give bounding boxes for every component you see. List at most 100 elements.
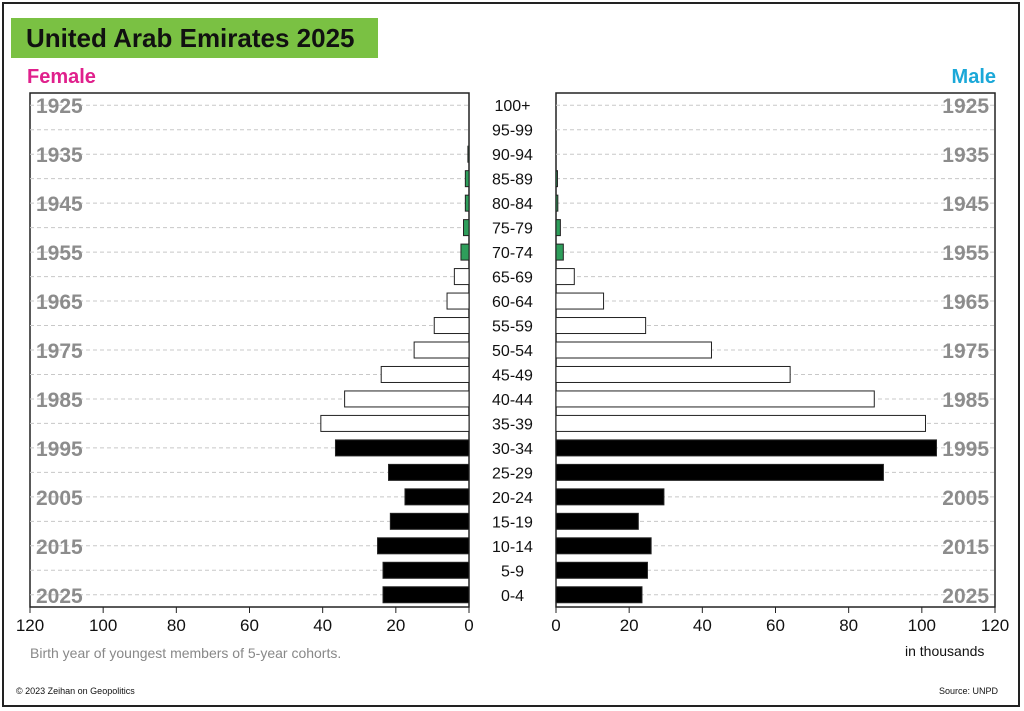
x-tick-label-right: 40 xyxy=(693,616,712,635)
x-tick-label-left: 100 xyxy=(89,616,117,635)
age-group-label: 5-9 xyxy=(501,563,524,580)
female-bar xyxy=(467,145,470,163)
x-tick-label-left: 40 xyxy=(313,616,332,635)
birth-year-label-right: 1985 xyxy=(942,389,989,412)
x-tick-label-left: 120 xyxy=(16,616,44,635)
birth-year-label-left: 1945 xyxy=(36,193,83,216)
female-bar xyxy=(382,586,470,604)
age-group-label: 25-29 xyxy=(492,465,533,482)
age-group-label: 50-54 xyxy=(492,343,533,360)
male-bar xyxy=(555,219,561,237)
birth-year-label-right: 2015 xyxy=(942,536,989,559)
male-bar xyxy=(555,317,647,335)
age-group-label: 95-99 xyxy=(492,123,533,140)
birth-year-label-right: 1965 xyxy=(942,291,989,314)
birth-year-label-right: 1955 xyxy=(942,242,989,265)
female-bar xyxy=(464,170,470,188)
age-group-label: 40-44 xyxy=(492,392,533,409)
female-bar xyxy=(453,268,470,286)
female-bar xyxy=(433,317,470,335)
copyright: © 2023 Zeihan on Geopolitics xyxy=(16,686,135,696)
birth-year-label-left: 1955 xyxy=(36,242,83,265)
female-bar xyxy=(320,414,470,432)
birth-year-label-left: 2025 xyxy=(36,585,83,608)
female-bar xyxy=(389,512,470,530)
unit-note: in thousands xyxy=(905,643,985,659)
female-bar xyxy=(413,341,470,359)
female-bar xyxy=(377,537,470,555)
male-bar xyxy=(555,439,937,457)
male-bar xyxy=(555,243,564,261)
age-group-label: 35-39 xyxy=(492,416,533,433)
birth-year-label-right: 1935 xyxy=(942,144,989,167)
birth-year-label-left: 1985 xyxy=(36,389,83,412)
male-bar xyxy=(555,268,575,286)
female-bar xyxy=(380,365,470,383)
male-bar xyxy=(555,586,643,604)
age-group-label: 85-89 xyxy=(492,172,533,189)
female-bar xyxy=(404,488,470,506)
age-group-label: 75-79 xyxy=(492,221,533,238)
male-bar xyxy=(555,537,652,555)
birth-year-label-left: 1925 xyxy=(36,95,83,118)
birth-year-label-right: 1975 xyxy=(942,340,989,363)
x-tick-label-right: 60 xyxy=(766,616,785,635)
birth-year-note: Birth year of youngest members of 5-year… xyxy=(30,645,342,661)
birth-year-label-right: 1995 xyxy=(942,438,989,461)
age-group-label: 100+ xyxy=(494,98,530,115)
age-group-label: 55-59 xyxy=(492,319,533,336)
chart-title: United Arab Emirates 2025 xyxy=(26,23,355,53)
birth-year-label-right: 2025 xyxy=(942,585,989,608)
female-bar xyxy=(460,243,470,261)
male-bar xyxy=(555,390,875,408)
age-group-label: 60-64 xyxy=(492,294,533,311)
age-group-label: 20-24 xyxy=(492,490,533,507)
male-bar xyxy=(555,341,712,359)
x-tick-label-left: 80 xyxy=(167,616,186,635)
birth-year-label-right: 2005 xyxy=(942,487,989,510)
male-bar xyxy=(555,512,639,530)
female-label: Female xyxy=(27,66,96,88)
age-group-label: 45-49 xyxy=(492,367,533,384)
male-bar xyxy=(555,488,665,506)
age-group-label: 90-94 xyxy=(492,147,533,164)
female-bar xyxy=(344,390,470,408)
male-bar xyxy=(555,561,648,579)
male-bar xyxy=(555,194,559,212)
male-bar xyxy=(555,170,558,188)
female-bar xyxy=(446,292,470,310)
birth-year-label-left: 1965 xyxy=(36,291,83,314)
source-note: Source: UNPD xyxy=(938,686,998,696)
x-tick-label-right: 0 xyxy=(551,616,560,635)
age-group-label: 80-84 xyxy=(492,196,533,213)
age-group-label: 70-74 xyxy=(492,245,533,262)
x-tick-label-right: 100 xyxy=(908,616,936,635)
age-group-label: 0-4 xyxy=(501,588,524,605)
birth-year-label-right: 1945 xyxy=(942,193,989,216)
female-bar xyxy=(382,561,470,579)
female-bar xyxy=(464,194,470,212)
male-bar xyxy=(555,292,605,310)
male-bar xyxy=(555,463,884,481)
birth-year-label-left: 1995 xyxy=(36,438,83,461)
birth-year-label-left: 1935 xyxy=(36,144,83,167)
birth-year-label-right: 1925 xyxy=(942,95,989,118)
x-tick-label-right: 80 xyxy=(839,616,858,635)
x-tick-label-right: 20 xyxy=(620,616,639,635)
male-label: Male xyxy=(951,66,996,88)
male-bar xyxy=(555,365,791,383)
age-group-label: 15-19 xyxy=(492,514,533,531)
female-bar xyxy=(463,219,470,237)
birth-year-label-left: 1975 xyxy=(36,340,83,363)
birth-year-label-left: 2015 xyxy=(36,536,83,559)
x-tick-label-left: 60 xyxy=(240,616,259,635)
female-bar xyxy=(334,439,470,457)
age-group-label: 30-34 xyxy=(492,441,533,458)
x-tick-label-right: 120 xyxy=(981,616,1009,635)
x-tick-label-left: 20 xyxy=(386,616,405,635)
title-banner xyxy=(11,18,378,58)
male-bar xyxy=(555,414,926,432)
x-tick-label-left: 0 xyxy=(464,616,473,635)
